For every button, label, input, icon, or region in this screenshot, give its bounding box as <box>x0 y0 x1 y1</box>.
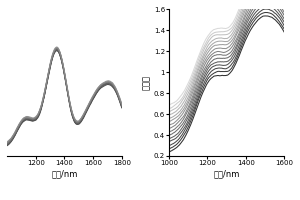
X-axis label: 波长/nm: 波长/nm <box>213 169 240 178</box>
X-axis label: 波长/nm: 波长/nm <box>51 169 78 178</box>
Y-axis label: 吸光度: 吸光度 <box>142 75 151 90</box>
